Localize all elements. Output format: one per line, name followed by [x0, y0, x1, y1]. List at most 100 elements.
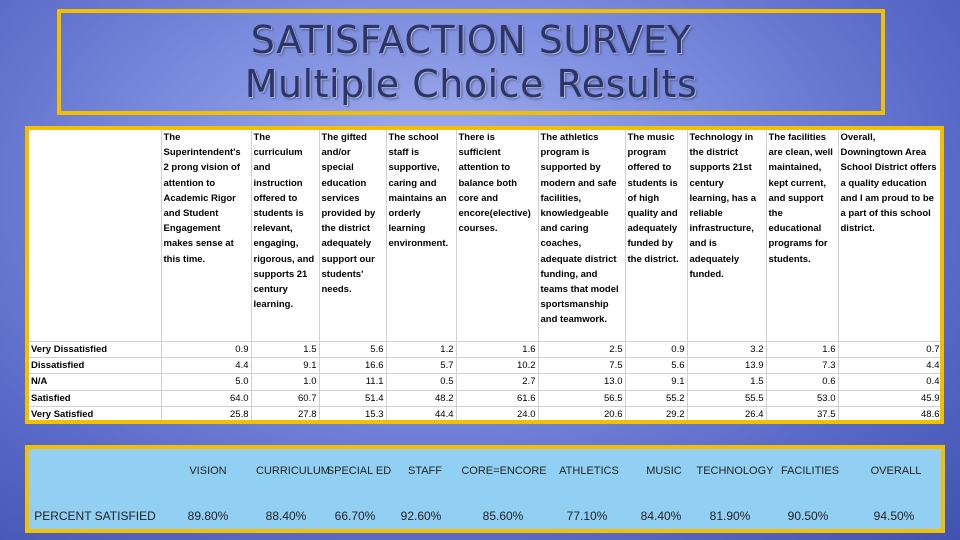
summary-value: 90.50%	[787, 509, 829, 523]
summary-header: ATHLETICS	[559, 465, 619, 477]
summary-header: OVERALL	[870, 465, 922, 477]
summary-value: 85.60%	[482, 509, 524, 523]
table-cell: 1.6	[766, 341, 839, 359]
table-cell: 44.4	[386, 406, 457, 420]
table-cell: 0.9	[161, 341, 252, 359]
table-cell: 13.0	[538, 373, 626, 391]
summary-header-row: VISION CURRICULUM SPECIAL ED STAFF CORE=…	[29, 461, 941, 481]
table-cell: 29.2	[625, 406, 688, 420]
summary-row-label: PERCENT SATISFIED	[34, 509, 156, 523]
table-cell: 55.5	[687, 390, 767, 407]
table-cell: 3.2	[687, 341, 767, 359]
table-cell: 1.5	[687, 373, 767, 391]
table-row: Satisfied 64.0 60.7 51.4 48.2 61.6 56.5 …	[29, 390, 940, 407]
results-table: The Superintendent's 2 prong vision of a…	[29, 130, 940, 420]
question-header: Technology in the district supports 21st…	[687, 130, 767, 342]
table-cell: 24.0	[456, 406, 539, 420]
slide-title-line-2: Multiple Choice Results	[244, 62, 698, 106]
table-cell: 5.6	[625, 357, 688, 375]
table-cell: 5.6	[319, 341, 387, 359]
question-header: There is sufficient attention to balance…	[456, 130, 539, 342]
row-label: Satisfied	[29, 390, 162, 407]
table-row: N/A 5.0 1.0 11.1 0.5 2.7 13.0 9.1 1.5 0.…	[29, 373, 940, 391]
table-cell: 7.3	[766, 357, 839, 375]
table-cell: 48.2	[386, 390, 457, 407]
table-cell: 56.5	[538, 390, 626, 407]
table-cell: 61.6	[456, 390, 539, 407]
table-cell: 10.2	[456, 357, 539, 375]
table-cell: 1.0	[251, 373, 320, 391]
row-label: Very Dissatisfied	[29, 341, 162, 359]
table-cell: 5.0	[161, 373, 252, 391]
summary-header: SPECIAL ED	[326, 465, 392, 477]
question-header: The gifted and/or special education serv…	[319, 130, 387, 342]
table-cell: 55.2	[625, 390, 688, 407]
summary-header: MUSIC	[646, 465, 682, 477]
table-cell: 1.6	[456, 341, 539, 359]
table-cell: 2.7	[456, 373, 539, 391]
question-header: The Superintendent's 2 prong vision of a…	[161, 130, 252, 342]
table-cell: 53.0	[766, 390, 839, 407]
title-box: SATISFACTION SURVEY Multiple Choice Resu…	[57, 9, 885, 115]
table-cell: 11.1	[319, 373, 387, 391]
table-cell: 45.9	[838, 390, 940, 407]
question-header: The curriculum and instruction offered t…	[251, 130, 320, 342]
table-cell: 13.9	[687, 357, 767, 375]
table-cell: 25.8	[161, 406, 252, 420]
summary-value: 77.10%	[566, 509, 608, 523]
summary-header: STAFF	[407, 465, 442, 477]
table-cell: 15.3	[319, 406, 387, 420]
table-cell: 26.4	[687, 406, 767, 420]
question-header: The facilities are clean, well maintaine…	[766, 130, 839, 342]
summary-header: FACILITIES	[780, 465, 840, 477]
question-header: Overall, Downingtown Area School Distric…	[838, 130, 940, 342]
row-label: Very Satisfied	[29, 406, 162, 420]
table-row: Very Satisfied 25.8 27.8 15.3 44.4 24.0 …	[29, 406, 940, 420]
table-cell: 4.4	[161, 357, 252, 375]
row-label: N/A	[29, 373, 162, 391]
table-row: Dissatisfied 4.4 9.1 16.6 5.7 10.2 7.5 5…	[29, 357, 940, 375]
table-cell: 16.6	[319, 357, 387, 375]
table-cell: 9.1	[625, 373, 688, 391]
table-cell: 7.5	[538, 357, 626, 375]
table-cell: 0.6	[766, 373, 839, 391]
summary-value: 89.80%	[187, 509, 229, 523]
summary-header: TECHNOLOGY	[696, 465, 774, 477]
table-cell: 1.5	[251, 341, 320, 359]
table-row: Very Dissatisfied 0.9 1.5 5.6 1.2 1.6 2.…	[29, 341, 940, 359]
summary-header: VISION	[189, 465, 227, 477]
table-cell: 0.5	[386, 373, 457, 391]
table-cell: 20.6	[538, 406, 626, 420]
table-cell: 0.7	[838, 341, 940, 359]
table-cell: 51.4	[319, 390, 387, 407]
table-cell: 0.9	[625, 341, 688, 359]
table-cell: 9.1	[251, 357, 320, 375]
question-header-row: The Superintendent's 2 prong vision of a…	[29, 130, 940, 342]
table-cell: 64.0	[161, 390, 252, 407]
question-header: The athletics program is supported by mo…	[538, 130, 626, 342]
summary-value: 92.60%	[400, 509, 442, 523]
blank-header-cell	[29, 130, 162, 342]
question-header: The school staff is supportive, caring a…	[386, 130, 457, 342]
table-cell: 48.6	[838, 406, 940, 420]
table-cell: 4.4	[838, 357, 940, 375]
table-cell: 5.7	[386, 357, 457, 375]
summary-panel: VISION CURRICULUM SPECIAL ED STAFF CORE=…	[25, 445, 945, 533]
summary-header: CURRICULUM	[256, 465, 330, 477]
table-cell: 37.5	[766, 406, 839, 420]
row-label: Dissatisfied	[29, 357, 162, 375]
summary-value: 81.90%	[709, 509, 751, 523]
table-cell: 60.7	[251, 390, 320, 407]
table-cell: 27.8	[251, 406, 320, 420]
results-table-panel: The Superintendent's 2 prong vision of a…	[25, 126, 944, 424]
question-header: The music program offered to students is…	[625, 130, 688, 342]
summary-value: 66.70%	[334, 509, 376, 523]
slide-title-line-1: SATISFACTION SURVEY	[250, 18, 692, 62]
table-cell: 0.4	[838, 373, 940, 391]
summary-header: CORE=ENCORE	[461, 465, 547, 477]
summary-values-row: PERCENT SATISFIED 89.80% 88.40% 66.70% 9…	[29, 506, 941, 526]
summary-value: 94.50%	[873, 509, 915, 523]
table-cell: 2.5	[538, 341, 626, 359]
summary-value: 84.40%	[640, 509, 682, 523]
summary-value: 88.40%	[265, 509, 307, 523]
